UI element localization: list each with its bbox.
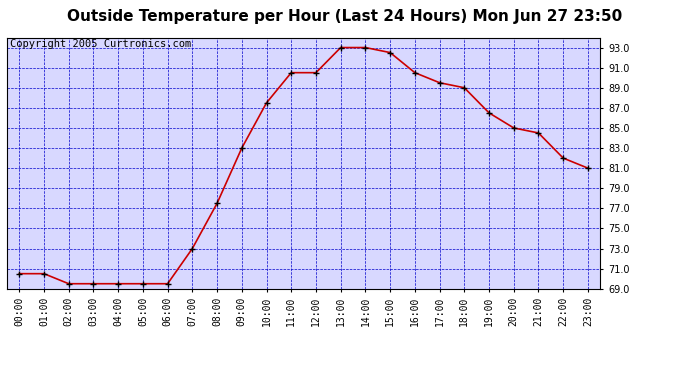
- Text: Outside Temperature per Hour (Last 24 Hours) Mon Jun 27 23:50: Outside Temperature per Hour (Last 24 Ho…: [68, 9, 622, 24]
- Text: Copyright 2005 Curtronics.com: Copyright 2005 Curtronics.com: [10, 39, 191, 49]
